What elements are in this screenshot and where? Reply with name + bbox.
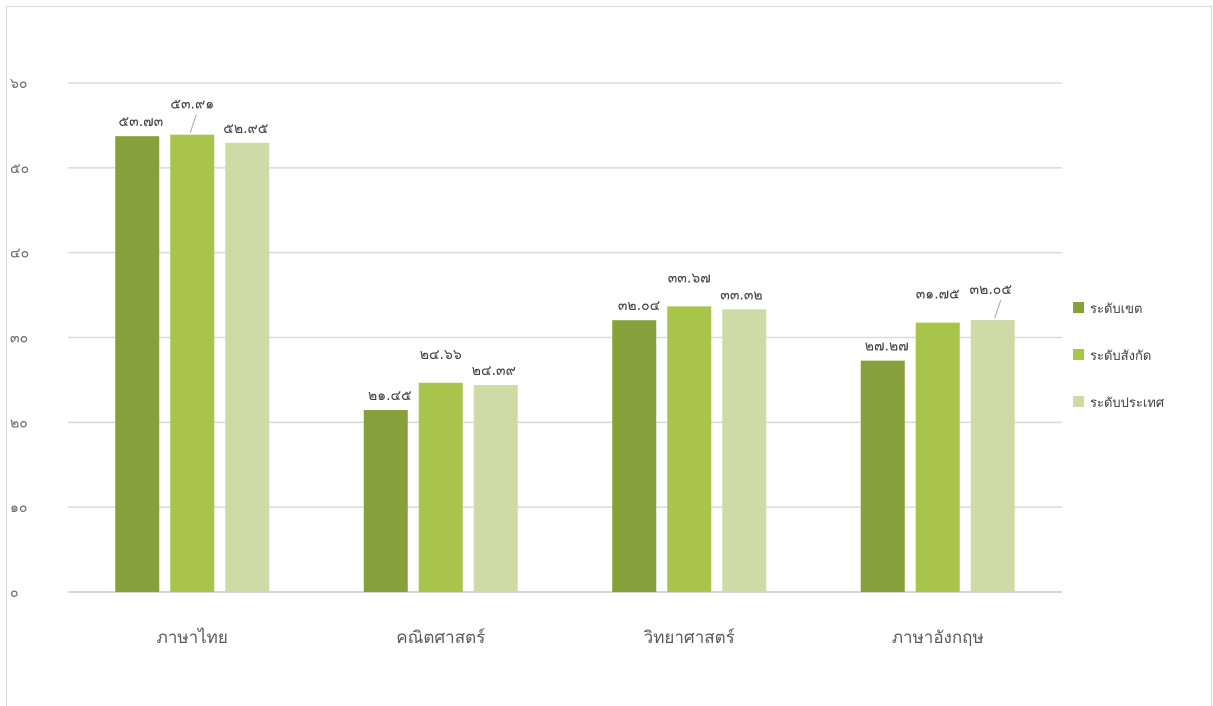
data-label: ๓๓.๓๒ [720, 287, 762, 303]
legend-label: ระดับสังกัด [1090, 349, 1151, 364]
y-tick-label: ๒๐ [10, 415, 28, 431]
chart-frame [6, 6, 1212, 706]
bar [915, 322, 960, 592]
data-label: ๓๒.๐๔ [618, 298, 660, 314]
x-tick-label: ภาษาไทย [157, 627, 228, 648]
bar [722, 309, 767, 592]
x-tick-label: คณิตศาสตร์ [396, 628, 485, 648]
bar [667, 306, 712, 592]
data-label: ๓๒.๐๕ [970, 282, 1012, 298]
legend-label: ระดับประเทศ [1090, 396, 1165, 411]
data-label: ๒๔.๓๙ [472, 363, 516, 379]
leader-line [189, 114, 197, 133]
legend-swatch [1073, 302, 1084, 313]
y-tick-label: ๕๐ [10, 161, 29, 177]
x-tick-label: วิทยาศาสตร์ [643, 628, 735, 648]
bar [860, 360, 905, 592]
y-tick-label: ๓๐ [10, 331, 28, 347]
bar [225, 142, 270, 592]
leader-line [994, 299, 1002, 319]
x-tick-label: ภาษาอังกฤษ [892, 628, 984, 648]
data-label: ๒๔.๖๖ [420, 347, 462, 363]
bar [473, 385, 518, 592]
bar [418, 382, 463, 592]
data-label: ๒๗.๒๗ [865, 339, 909, 355]
data-label: ๕๓.๙๑ [170, 97, 214, 113]
legend-swatch [1073, 349, 1084, 360]
y-tick-label: ๑๐ [10, 500, 27, 516]
data-label: ๕๓.๗๓ [119, 114, 164, 130]
y-tick-label: ๖๐ [10, 76, 27, 92]
bar [115, 136, 160, 593]
bar [170, 134, 215, 592]
bar [363, 410, 408, 592]
legend-swatch [1073, 396, 1084, 407]
y-tick-label: ๐ [10, 585, 19, 601]
data-label: ๓๓.๖๗ [668, 270, 711, 286]
bar [970, 320, 1015, 592]
data-label: ๓๑.๗๕ [916, 287, 960, 303]
data-label: ๕๒.๙๕ [223, 121, 268, 137]
bar [612, 320, 657, 592]
y-tick-label: ๔๐ [10, 246, 29, 262]
data-label: ๒๑.๔๕ [368, 388, 412, 404]
legend-label: ระดับเขต [1090, 302, 1142, 317]
